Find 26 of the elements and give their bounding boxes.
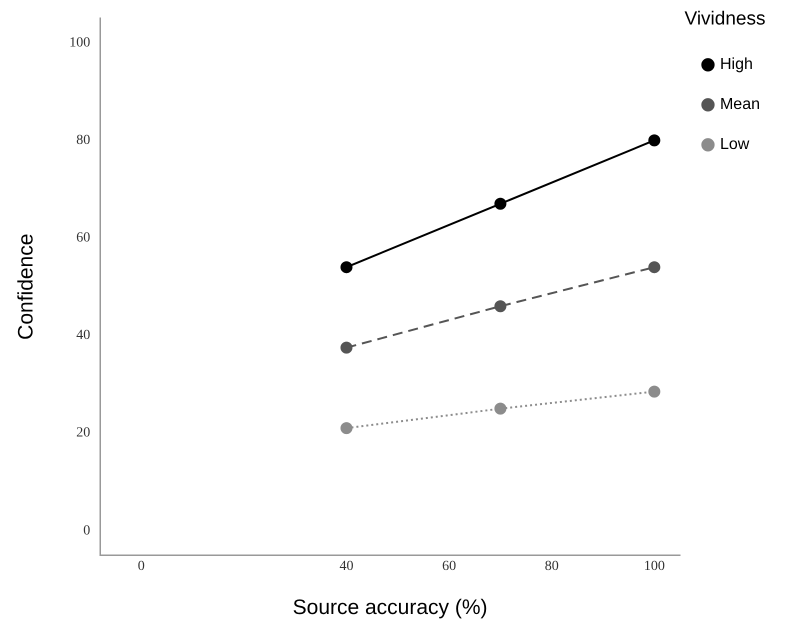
point — [494, 198, 506, 210]
x-tick-label: 100 — [644, 559, 665, 574]
point — [340, 422, 352, 434]
x-axis-title: Source accuracy (%) — [292, 596, 488, 620]
x-tick-label: 40 — [339, 559, 354, 574]
x-tick-label: 0 — [138, 559, 145, 574]
legend-label: High — [720, 56, 753, 74]
y-tick-label: 100 — [69, 35, 90, 50]
point — [494, 300, 506, 312]
y-tick-label: 80 — [76, 133, 90, 148]
x-tick-label: 60 — [442, 559, 456, 574]
point — [648, 134, 660, 146]
point — [648, 386, 660, 398]
y-axis-title: Confidence — [14, 234, 38, 340]
legend-label: Mean — [720, 96, 760, 114]
y-tick-label: 0 — [83, 523, 90, 538]
y-tick-label: 40 — [76, 328, 90, 344]
legend-label: Low — [720, 136, 750, 154]
x-tick-label: 80 — [544, 559, 559, 574]
y-tick-label: 20 — [76, 426, 90, 441]
legend-title: Vividness — [684, 8, 766, 30]
point — [340, 261, 352, 274]
point — [340, 342, 352, 354]
point — [648, 261, 660, 274]
y-tick-label: 60 — [76, 230, 90, 246]
point — [494, 402, 506, 415]
